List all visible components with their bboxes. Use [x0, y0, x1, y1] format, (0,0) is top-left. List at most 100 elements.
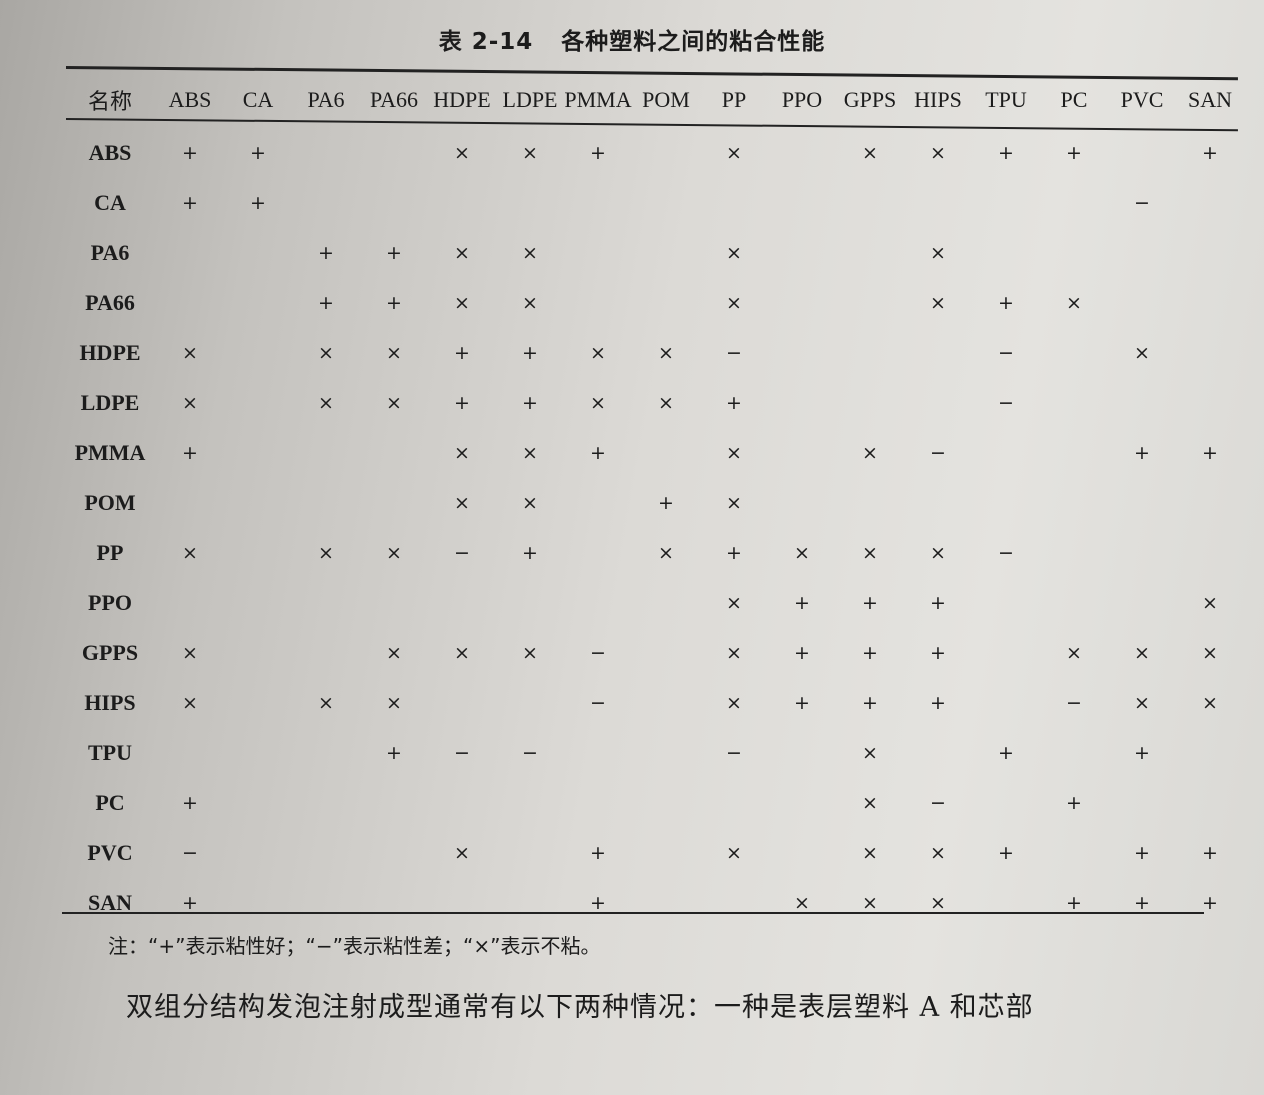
- adhesion-cell: ×: [182, 342, 198, 364]
- adhesion-cell: [1176, 278, 1244, 328]
- adhesion-cell: [428, 878, 496, 928]
- table-title: 表 2-14 各种塑料之间的粘合性能: [0, 22, 1264, 56]
- row-label: CA: [94, 190, 126, 215]
- adhesion-cell: −: [930, 792, 946, 814]
- adhesion-cell: ×: [522, 292, 538, 314]
- adhesion-cell: [836, 478, 904, 528]
- adhesion-cell: +: [182, 192, 198, 214]
- adhesion-cell: [1176, 228, 1244, 278]
- adhesion-cell: ×: [658, 392, 674, 414]
- adhesion-cell: +: [590, 142, 606, 164]
- row-label: SAN: [87, 890, 132, 915]
- body-paragraph: 双组分结构发泡注射成型通常有以下两种情况：一种是表层塑料 A 和芯部: [126, 992, 1034, 1023]
- adhesion-cell: +: [658, 492, 674, 514]
- table-row: PA6 + + × × × ×: [64, 228, 1244, 278]
- adhesion-cell: [632, 278, 700, 328]
- row-label: PVC: [87, 840, 133, 865]
- adhesion-cell: ×: [862, 142, 878, 164]
- adhesion-cell: [292, 178, 360, 228]
- adhesion-cell: ×: [386, 392, 402, 414]
- adhesion-cell: +: [182, 442, 198, 464]
- header-ppo: PPO: [781, 87, 823, 112]
- adhesion-cell: [700, 178, 768, 228]
- table-row: POM × × + ×: [64, 478, 1244, 528]
- adhesion-cell: [564, 728, 632, 778]
- adhesion-cell: [904, 178, 972, 228]
- adhesion-cell: ×: [182, 642, 198, 664]
- adhesion-cell: ×: [930, 542, 946, 564]
- adhesion-cell: +: [318, 242, 334, 264]
- adhesion-cell: [1108, 528, 1176, 578]
- adhesion-cell: [360, 128, 428, 178]
- adhesion-cell: [496, 828, 564, 878]
- adhesion-cell: [836, 378, 904, 428]
- adhesion-cell: +: [998, 742, 1014, 764]
- adhesion-cell: [1108, 778, 1176, 828]
- adhesion-cell: +: [318, 292, 334, 314]
- adhesion-cell: [1176, 378, 1244, 428]
- adhesion-cell: ×: [930, 142, 946, 164]
- adhesion-cell: ×: [930, 242, 946, 264]
- adhesion-cell: ×: [862, 792, 878, 814]
- header-san: SAN: [1187, 87, 1232, 112]
- adhesion-cell: [632, 878, 700, 928]
- adhesion-cell: [972, 628, 1040, 678]
- table-row: HDPE × × × + + × × − − ×: [64, 328, 1244, 378]
- header-pa6: PA6: [307, 87, 345, 112]
- adhesion-cell: −: [590, 642, 606, 664]
- adhesion-cell: [632, 778, 700, 828]
- adhesion-cell: +: [862, 692, 878, 714]
- adhesion-cell: ×: [1066, 292, 1082, 314]
- adhesion-cell: [360, 428, 428, 478]
- table-row: TPU + − − − × + +: [64, 728, 1244, 778]
- adhesion-cell: ×: [1134, 342, 1150, 364]
- adhesion-cell: ×: [522, 242, 538, 264]
- adhesion-cell: ×: [726, 642, 742, 664]
- table-row: PMMA + × × + × × − + +: [64, 428, 1244, 478]
- adhesion-cell: [156, 578, 224, 628]
- adhesion-cell: ×: [726, 842, 742, 864]
- adhesion-cell: ×: [454, 442, 470, 464]
- adhesion-cell: +: [862, 642, 878, 664]
- adhesion-cell: [972, 178, 1040, 228]
- adhesion-cell: +: [794, 692, 810, 714]
- adhesion-cell: ×: [658, 342, 674, 364]
- table-row: GPPS × × × × − × + + + × × ×: [64, 628, 1244, 678]
- row-label: PMMA: [74, 440, 146, 465]
- adhesion-cell: [768, 778, 836, 828]
- adhesion-cell: ×: [862, 742, 878, 764]
- table-row: HIPS × × × − × + + + − × ×: [64, 678, 1244, 728]
- adhesion-cell: ×: [182, 392, 198, 414]
- adhesion-cell: ×: [794, 542, 810, 564]
- adhesion-cell: [360, 778, 428, 828]
- adhesion-cell: [224, 428, 292, 478]
- adhesion-cell: [904, 478, 972, 528]
- adhesion-cell: ×: [726, 492, 742, 514]
- adhesion-cell: ×: [862, 442, 878, 464]
- header-ldpe: LDPE: [502, 87, 558, 112]
- table-number: 表 2-14: [438, 29, 534, 55]
- adhesion-cell: +: [794, 592, 810, 614]
- adhesion-cell: ×: [1134, 692, 1150, 714]
- adhesion-cell: [1108, 478, 1176, 528]
- adhesion-cell: [564, 228, 632, 278]
- adhesion-cell: [360, 478, 428, 528]
- adhesion-cell: [632, 428, 700, 478]
- header-pmma: PMMA: [564, 87, 632, 112]
- adhesion-cell: [972, 428, 1040, 478]
- adhesion-cell: +: [1202, 442, 1218, 464]
- adhesion-cell: ×: [590, 342, 606, 364]
- adhesion-cell: [972, 678, 1040, 728]
- adhesion-cell: ×: [522, 142, 538, 164]
- adhesion-cell: +: [726, 542, 742, 564]
- adhesion-cell: −: [726, 342, 742, 364]
- bottom-rule: [62, 912, 1204, 914]
- adhesion-cell: −: [590, 692, 606, 714]
- adhesion-cell: [1040, 178, 1108, 228]
- adhesion-cell: [224, 328, 292, 378]
- row-label: PC: [95, 790, 125, 815]
- table-row: CA + + −: [64, 178, 1244, 228]
- adhesion-cell: ×: [590, 392, 606, 414]
- adhesion-cell: [1108, 278, 1176, 328]
- adhesion-cell: ×: [386, 342, 402, 364]
